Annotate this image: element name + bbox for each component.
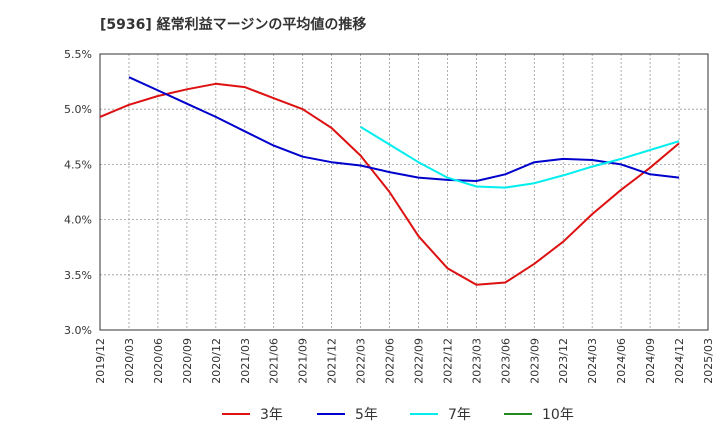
x-tick-label: 2020/03: [123, 338, 136, 384]
y-tick-label: 5.5%: [64, 48, 92, 61]
x-tick-label: 2021/06: [268, 338, 281, 384]
legend-item: 7年: [410, 404, 471, 424]
legend-label: 7年: [448, 407, 471, 423]
x-tick-label: 2023/06: [499, 338, 512, 384]
chart-title: [5936] 経常利益マージンの平均値の推移: [100, 17, 367, 33]
x-tick-label: 2021/09: [297, 338, 310, 384]
x-tick-label: 2020/12: [210, 338, 223, 384]
y-tick-label: 3.0%: [64, 324, 92, 337]
series-line-3年: [99, 82, 680, 286]
series-line-7年: [360, 126, 680, 189]
x-tick-label: 2021/03: [239, 338, 252, 384]
legend-swatch: [504, 413, 532, 415]
x-tick-label: 2019/12: [94, 338, 107, 384]
legend-label: 10年: [542, 407, 574, 423]
legend-label: 5年: [355, 407, 378, 423]
x-tick-label: 2024/03: [586, 338, 599, 384]
x-tick-labels: 2019/12 2020/03 2020/06 2020/09 2020/12 2021/…: [94, 338, 715, 384]
grid-lines: [99, 53, 709, 331]
y-tick-labels: 3.0% 3.5% 4.0% 4.5% 5.0% 5.5%: [64, 48, 92, 337]
x-tick-label: 2022/12: [441, 338, 454, 384]
y-tick-label: 4.0%: [64, 214, 92, 227]
series-line-5年: [128, 76, 680, 182]
legend-swatch: [222, 413, 250, 415]
x-tick-label: 2023/09: [528, 338, 541, 384]
y-tick-label: 5.0%: [64, 103, 92, 116]
x-tick-label: 2023/03: [470, 338, 483, 384]
x-tick-label: 2022/09: [412, 338, 425, 384]
y-tick-label: 4.5%: [64, 158, 92, 171]
x-tick-label: 2020/06: [152, 338, 165, 384]
legend-item: 5年: [317, 404, 378, 424]
x-tick-label: 2025/03: [702, 338, 715, 384]
x-tick-label: 2023/12: [557, 338, 570, 384]
legend-item: 10年: [504, 404, 574, 424]
x-tick-label: 2022/06: [384, 338, 397, 384]
legend-swatch: [410, 413, 438, 415]
x-tick-label: 2022/03: [355, 338, 368, 384]
x-tick-label: 2024/09: [644, 338, 657, 384]
series-lines: [99, 76, 680, 286]
legend-label: 3年: [260, 407, 283, 423]
x-tick-label: 2021/12: [326, 338, 339, 384]
axes: [99, 53, 709, 331]
x-tick-label: 2020/09: [181, 338, 194, 384]
legend-item: 3年: [222, 404, 283, 424]
x-tick-label: 2024/12: [673, 338, 686, 384]
plot-border: [99, 53, 709, 331]
x-tick-label: 2024/06: [615, 338, 628, 384]
legend-swatch: [317, 413, 345, 415]
y-tick-label: 3.5%: [64, 269, 92, 282]
